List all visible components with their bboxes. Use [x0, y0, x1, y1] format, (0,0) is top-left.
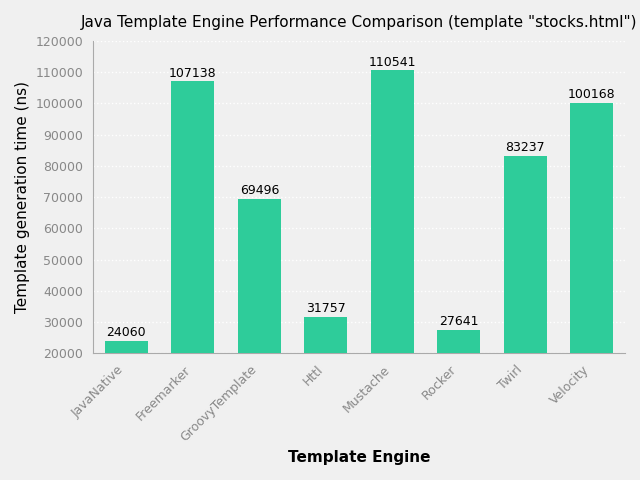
Text: 31757: 31757 — [306, 302, 346, 315]
Text: 107138: 107138 — [169, 67, 217, 80]
Title: Java Template Engine Performance Comparison (template "stocks.html"): Java Template Engine Performance Compari… — [81, 15, 637, 30]
Text: 69496: 69496 — [239, 184, 279, 197]
X-axis label: Template Engine: Template Engine — [288, 450, 430, 465]
Text: 83237: 83237 — [506, 141, 545, 154]
Bar — [437, 330, 481, 416]
Bar — [570, 103, 613, 416]
Bar — [304, 317, 348, 416]
Bar — [371, 71, 414, 416]
Bar — [504, 156, 547, 416]
Text: 100168: 100168 — [568, 88, 616, 101]
Text: 24060: 24060 — [107, 326, 146, 339]
Text: 110541: 110541 — [369, 56, 416, 69]
Text: 27641: 27641 — [439, 315, 479, 328]
Bar — [237, 199, 281, 416]
Bar — [105, 341, 148, 416]
Y-axis label: Template generation time (ns): Template generation time (ns) — [15, 81, 30, 313]
Bar — [172, 81, 214, 416]
